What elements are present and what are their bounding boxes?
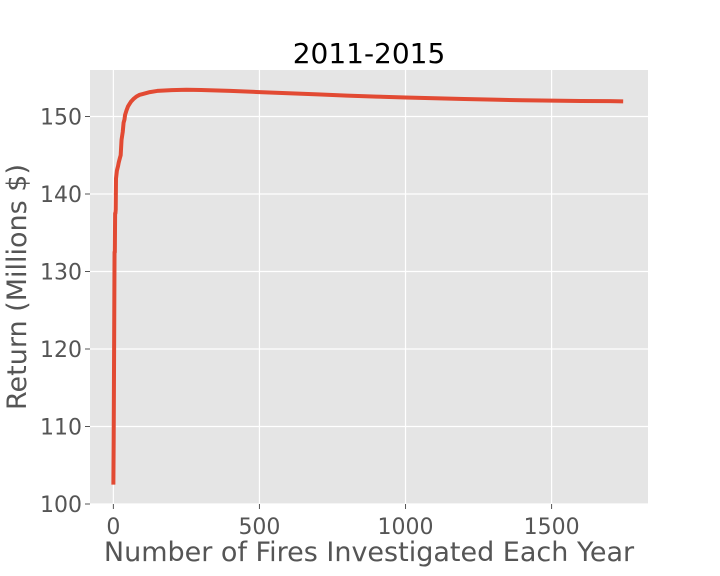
chart-title: 2011-2015 — [293, 37, 446, 70]
x-tick-label: 500 — [238, 515, 280, 540]
grid-lines — [90, 70, 648, 505]
y-tick-label: 120 — [40, 338, 82, 363]
x-tick-label: 1000 — [378, 515, 434, 540]
x-tick-label: 1500 — [524, 515, 580, 540]
y-axis-label: Return (Millions $) — [2, 164, 33, 410]
x-tick-labels: 0 500 1000 1500 — [106, 515, 579, 540]
series-line — [111, 87, 624, 485]
y-tick-label: 150 — [40, 106, 82, 131]
x-axis-label: Number of Fires Investigated Each Year — [104, 537, 635, 568]
y-tick-label: 140 — [40, 183, 82, 208]
y-tick-label: 130 — [40, 261, 82, 286]
y-tick-label: 100 — [40, 493, 82, 518]
y-tick-label: 110 — [40, 416, 82, 441]
y-tick-labels: 100 110 120 130 140 150 — [40, 106, 82, 519]
plot-area — [90, 70, 648, 504]
tick-marks — [85, 116, 553, 509]
x-tick-label: 0 — [106, 515, 120, 540]
